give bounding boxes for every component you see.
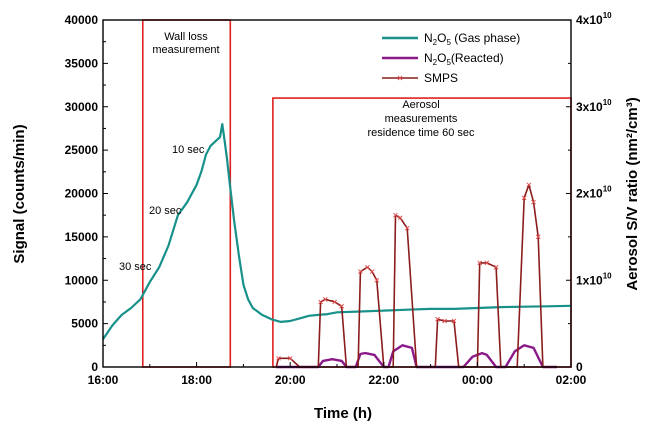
smps-point (358, 269, 363, 274)
y2-tick-label: 0 (576, 360, 583, 374)
legend-label-1: N2O5(Reacted) (424, 51, 504, 67)
y2-tick-label: 3x1010 (576, 98, 612, 114)
smps-point (535, 234, 541, 240)
smps-point (521, 195, 527, 201)
y-tick-label: 30000 (65, 100, 99, 114)
smps-point (451, 318, 457, 324)
smps-point (526, 182, 532, 188)
smps-point (369, 269, 375, 274)
smps-point (374, 277, 380, 283)
smps-point (435, 316, 440, 322)
annotation-0: Wall loss measurement (152, 31, 219, 56)
smps-point (393, 212, 398, 218)
smps-point (322, 296, 328, 302)
annotation-4: 30 sec (119, 261, 152, 273)
y-tick-label: 15000 (65, 230, 99, 244)
smps-point (332, 299, 338, 305)
legend: N2O5 (Gas phase) N2O5(Reacted) SMPS (382, 31, 520, 85)
annotation-2: 10 sec (172, 144, 205, 156)
y2-tick-label: 1x1010 (576, 271, 612, 287)
y2-tick-label: 4x1010 (576, 11, 612, 27)
x-tick-label: 02:00 (556, 373, 587, 387)
smps-point (404, 225, 410, 231)
x-tick-label: 16:00 (88, 373, 119, 387)
smps-point (477, 260, 483, 266)
y-tick-label: 20000 (65, 187, 99, 201)
y-tick-label: 35000 (65, 56, 99, 70)
x-tick-label: 18:00 (181, 373, 212, 387)
x-axis-title: Time (h) (314, 405, 372, 422)
y-tick-label: 40000 (65, 13, 99, 27)
x-tick-label: 20:00 (275, 373, 306, 387)
y-tick-label: 0 (91, 360, 98, 374)
y-tick-label: 25000 (65, 143, 99, 157)
smps-point (531, 199, 536, 205)
legend-marker (397, 75, 403, 81)
y-axis-title: Signal (counts/min) (11, 124, 28, 263)
smps-point (484, 260, 490, 266)
y-tick-label: 10000 (65, 273, 99, 287)
smps-point (276, 355, 281, 361)
smps-point (318, 299, 323, 305)
legend-label-2: SMPS (424, 71, 458, 85)
x-tick-label: 00:00 (462, 373, 493, 387)
smps-point (339, 303, 345, 309)
smps-point (442, 318, 447, 324)
axes-layer: 0 5000 10000 15000 20000 25000 30000 35000 40000… (65, 11, 613, 387)
smps-point (287, 355, 293, 361)
series-line-0 (102, 122, 572, 340)
x-tick-label: 22:00 (368, 373, 399, 387)
annotation-1: Aerosol measurements residence time 60 sec (368, 99, 475, 139)
legend-label-0: N2O5 (Gas phase) (424, 31, 520, 47)
y2-tick-label: 2x1010 (576, 185, 612, 201)
y2-axis-title: Aerosol S/V ratio (nm²/cm³) (624, 97, 641, 290)
annotations-layer: Wall loss measurement Aerosol measurements r… (119, 31, 475, 273)
smps-point (365, 264, 370, 270)
annotation-3: 20 sec (149, 205, 182, 217)
smps-point (397, 215, 403, 221)
y-tick-label: 5000 (71, 317, 98, 331)
smps-point (493, 264, 499, 270)
